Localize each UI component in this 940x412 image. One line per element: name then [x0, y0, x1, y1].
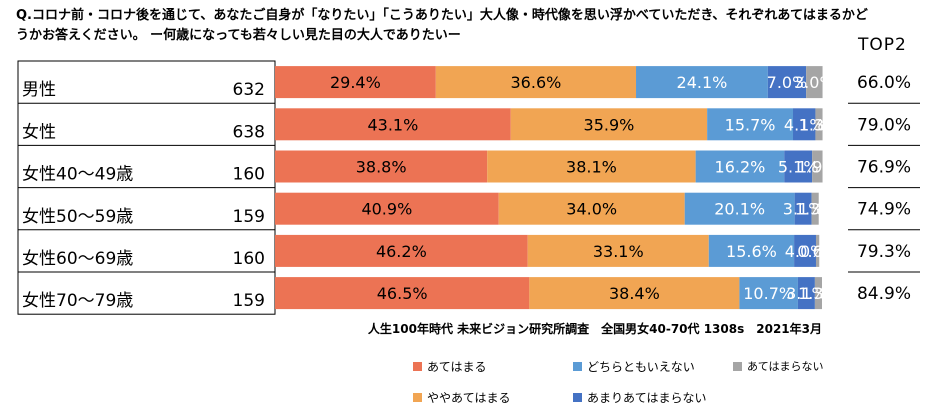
bar-data-label: 4.1% — [784, 115, 825, 134]
bar-data-label: 38.1% — [566, 158, 617, 177]
category-label: 女性40〜49歳 — [22, 165, 133, 185]
bar-segment — [275, 234, 528, 267]
bar-data-label: 10.7% — [743, 284, 794, 303]
bar-segment — [487, 150, 696, 183]
bar-data-label: 3.1% — [786, 284, 827, 303]
bar-data-label: 43.1% — [367, 115, 418, 134]
source-note: 人生100年時代 未来ビジョン研究所調査 全国男女40-70代 1308s 20… — [367, 322, 822, 336]
bar-segment — [794, 192, 812, 225]
sample-size-label: 632 — [233, 80, 265, 100]
sample-size-label: 160 — [233, 249, 265, 269]
sample-size-label: 160 — [233, 165, 265, 185]
bar-data-label: 29.4% — [330, 73, 381, 92]
bar-segment — [806, 66, 823, 99]
top2-value: 84.9% — [857, 284, 911, 304]
category-label: 男性 — [22, 80, 56, 100]
bar-segment — [767, 66, 807, 99]
legend-swatch-dochira — [573, 362, 582, 371]
bar-data-label: 33.1% — [593, 242, 644, 261]
bar-segment — [510, 108, 708, 141]
bar-segment — [529, 277, 740, 310]
bar-data-label: 38.4% — [609, 284, 660, 303]
bar-segment — [435, 66, 637, 99]
top2-value: 79.3% — [857, 242, 911, 262]
bar-segment — [695, 150, 785, 183]
bar-data-label: 15.6% — [726, 242, 777, 261]
legend-label-atehamaranai: あてはまらない — [747, 360, 824, 373]
top2-value: 79.0% — [857, 115, 911, 135]
bar-segment — [707, 108, 794, 141]
category-label: 女性50〜59歳 — [22, 207, 133, 227]
bar-segment — [527, 234, 709, 267]
bar-segment — [275, 277, 530, 310]
bar-data-label: 3.0% — [794, 73, 835, 92]
bar-data-label: 16.2% — [715, 158, 766, 177]
bar-segment — [815, 108, 823, 141]
question-text: Q.コロナ前・コロナ後を通じて、あなたご自身が「なりたい」「こうありたい」大人像… — [16, 8, 868, 43]
bar-segment — [812, 150, 823, 183]
bar-segment — [636, 66, 768, 99]
bar-data-label: 1.3% — [799, 115, 840, 134]
bar-segment — [708, 234, 795, 267]
bar-data-label: 5.1% — [778, 158, 819, 177]
legend-swatch-atehamaru — [413, 362, 422, 371]
bar-segment — [498, 192, 685, 225]
bar-data-label: 46.5% — [377, 284, 428, 303]
legend-item-amari: あまりあてはまらない — [573, 389, 707, 406]
sample-size-label: 159 — [233, 207, 265, 227]
legend-swatch-yaya — [413, 393, 422, 402]
bar-data-label: 1.3% — [798, 284, 839, 303]
top2-value: 76.9% — [857, 158, 911, 178]
top2-value: 66.0% — [857, 73, 911, 93]
bar-data-label: 15.7% — [725, 115, 776, 134]
legend-swatch-atehamaranai — [733, 361, 742, 371]
bar-data-label: 4.0% — [785, 242, 826, 261]
legend-item-atehamaranai: あてはまらない — [733, 358, 824, 374]
legend-label-dochira: どちらともいえない — [587, 360, 695, 374]
bar-segment — [814, 277, 822, 310]
bar-segment — [684, 192, 795, 225]
sample-size-label: 638 — [233, 122, 265, 142]
category-label: 女性 — [22, 122, 56, 142]
category-label: 女性60〜69歳 — [22, 249, 133, 269]
bar-segment — [793, 108, 816, 141]
legend-label-yaya: ややあてはまる — [427, 391, 511, 405]
top2-header: TOP2 — [858, 35, 907, 55]
bar-segment — [815, 234, 820, 267]
bar-segment — [275, 108, 511, 141]
bar-segment — [794, 234, 816, 267]
bar-data-label: 40.9% — [361, 200, 412, 219]
legend-label-amari: あまりあてはまらない — [587, 391, 707, 405]
bar-segment — [739, 277, 798, 310]
bar-data-label: 35.9% — [584, 115, 635, 134]
bar-segment — [784, 150, 813, 183]
bar-data-label: 38.8% — [356, 158, 407, 177]
category-label: 女性70〜79歳 — [22, 291, 133, 311]
bar-data-label: 0.6% — [797, 242, 838, 261]
sample-size-label: 159 — [233, 291, 265, 311]
legend-label-atehamaru: あてはまる — [427, 360, 487, 374]
bar-data-label: 46.2% — [376, 242, 427, 261]
bar-segment — [275, 66, 436, 99]
legend-swatch-amari — [573, 393, 582, 402]
bar-segment — [797, 277, 815, 310]
bar-data-label: 7.0% — [767, 73, 808, 92]
top2-value: 74.9% — [857, 200, 911, 220]
bar-data-label: 1.3% — [795, 200, 836, 219]
bar-data-label: 34.0% — [566, 200, 617, 219]
legend-item-atehamaru: あてはまる — [413, 358, 487, 375]
bar-segment — [811, 192, 819, 225]
bar-data-label: 20.1% — [714, 200, 765, 219]
bar-data-label: 36.6% — [511, 73, 562, 92]
legend-item-yaya: ややあてはまる — [413, 389, 511, 406]
bar-segment — [275, 192, 499, 225]
bar-data-label: 24.1% — [677, 73, 728, 92]
legend-item-dochira: どちらともいえない — [573, 358, 695, 375]
bar-segment — [275, 150, 488, 183]
bar-data-label: 1.9% — [797, 158, 838, 177]
bar-data-label: 3.1% — [783, 200, 824, 219]
